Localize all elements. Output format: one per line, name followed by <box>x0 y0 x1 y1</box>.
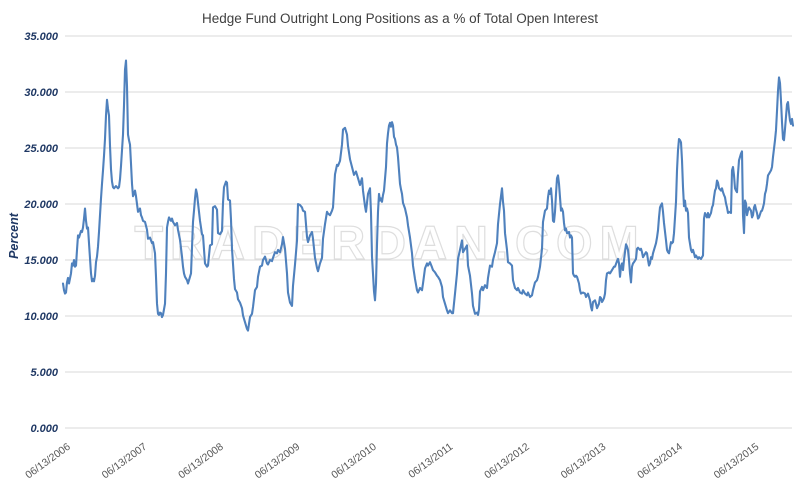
data-series-line <box>61 59 795 332</box>
y-axis-title: Percent <box>7 212 21 259</box>
y-tick-label: 20.000 <box>23 199 59 211</box>
x-tick-label: 06/13/2012 <box>482 441 532 480</box>
gridlines <box>65 35 792 429</box>
y-tick-label: 0.000 <box>30 423 58 435</box>
x-tick-label: 06/13/2014 <box>635 441 685 480</box>
x-tick-label: 06/13/2009 <box>253 441 303 480</box>
x-tick-label: 06/13/2006 <box>23 441 73 480</box>
y-tick-label: 30.000 <box>24 87 59 99</box>
x-tick-label: 06/13/2011 <box>406 441 455 480</box>
y-axis-tick-labels: 35.000 30.000 25.000 20.000 15.000 10.000 5.00… <box>23 31 59 435</box>
x-tick-label: 06/13/2010 <box>329 441 379 480</box>
x-tick-label: 06/13/2008 <box>176 441 226 480</box>
y-tick-label: 25.000 <box>23 143 59 155</box>
x-tick-label: 06/13/2007 <box>100 441 150 480</box>
y-tick-label: 10.000 <box>24 311 59 323</box>
chart-title: Hedge Fund Outright Long Positions as a … <box>202 11 598 26</box>
x-tick-label: 06/13/2015 <box>712 441 762 480</box>
x-axis-tick-labels: 06/13/2006 06/13/2007 06/13/2008 06/13/2009… <box>23 441 761 480</box>
y-tick-label: 5.000 <box>30 367 58 379</box>
x-tick-label: 06/13/2013 <box>559 441 609 480</box>
y-tick-label: 35.000 <box>24 31 59 43</box>
y-tick-label: 15.000 <box>24 255 59 267</box>
